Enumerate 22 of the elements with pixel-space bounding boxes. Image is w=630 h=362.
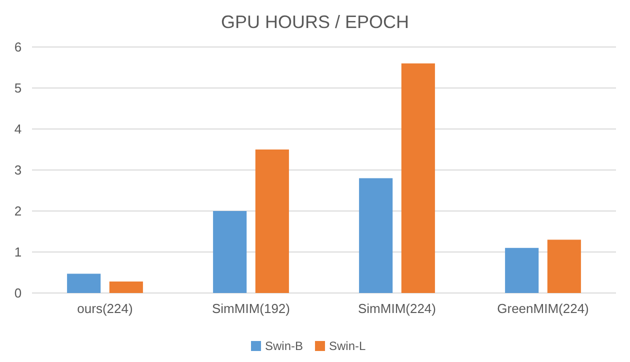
y-tick-label: 4 — [14, 122, 22, 137]
bar — [359, 178, 393, 293]
x-tick-label: GreenMIM(224) — [497, 301, 589, 316]
legend-label: Swin-L — [329, 339, 366, 353]
bar — [67, 274, 101, 293]
bar — [255, 150, 289, 293]
y-tick-label: 3 — [14, 162, 22, 178]
chart-title: GPU HOURS / EPOCH — [220, 12, 410, 32]
x-tick-label: ours(224) — [77, 301, 133, 316]
bar — [213, 211, 247, 293]
bar — [401, 63, 435, 293]
legend-label: Swin-B — [265, 339, 304, 353]
bar — [109, 282, 143, 293]
bar — [547, 240, 581, 293]
y-tick-label: 2 — [14, 204, 22, 219]
y-tick-label: 6 — [14, 40, 22, 55]
y-tick-label: 1 — [14, 244, 22, 260]
x-tick-label: SimMIM(192) — [212, 301, 290, 316]
bar — [505, 248, 539, 293]
y-tick-label: 5 — [14, 80, 22, 96]
x-tick-label: SimMIM(224) — [358, 301, 436, 316]
y-tick-label: 0 — [14, 286, 22, 301]
